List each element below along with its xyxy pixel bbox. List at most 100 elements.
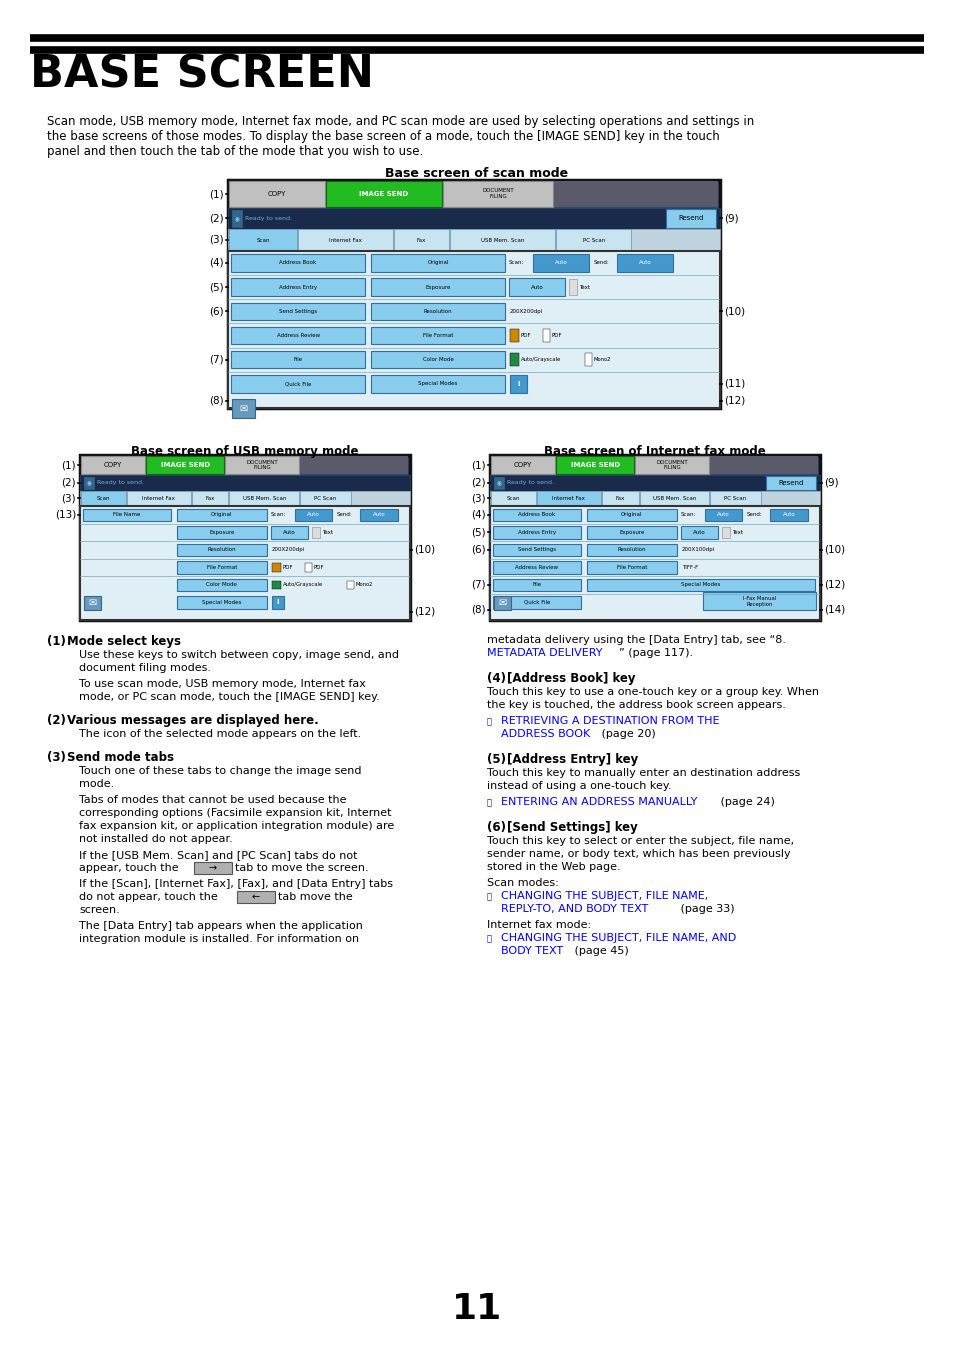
Text: Scan modes:: Scan modes: — [486, 878, 558, 888]
Bar — [236, 892, 274, 902]
Text: Internet Fax: Internet Fax — [329, 238, 361, 242]
Bar — [584, 353, 591, 366]
Text: Scan: Scan — [506, 496, 519, 501]
Text: (2): (2) — [209, 213, 224, 223]
Text: sender name, or body text, which has been previously: sender name, or body text, which has bee… — [486, 848, 790, 859]
Text: (4): (4) — [471, 509, 485, 520]
Bar — [635, 457, 708, 474]
Bar — [533, 254, 589, 272]
Text: (6): (6) — [486, 821, 505, 834]
Text: tab to move the screen.: tab to move the screen. — [234, 863, 368, 873]
Bar — [586, 561, 676, 574]
Text: (11): (11) — [723, 378, 744, 389]
Text: (3): (3) — [209, 235, 224, 245]
Text: Exposure: Exposure — [618, 530, 644, 535]
Text: (4): (4) — [486, 671, 505, 685]
Bar — [297, 230, 393, 251]
Bar — [617, 254, 673, 272]
Text: (8): (8) — [471, 605, 485, 615]
Bar — [177, 596, 267, 609]
Bar — [491, 490, 536, 507]
Bar — [313, 527, 320, 538]
Text: (12): (12) — [414, 607, 435, 617]
Bar — [493, 596, 580, 609]
Text: Fax: Fax — [205, 496, 214, 501]
Bar — [81, 490, 126, 507]
Bar — [770, 509, 807, 521]
Text: (page 24): (page 24) — [717, 797, 774, 807]
Text: PDF: PDF — [552, 332, 562, 338]
Bar — [442, 181, 553, 207]
Text: DOCUMENT
FILING: DOCUMENT FILING — [481, 188, 513, 199]
Text: (6): (6) — [471, 544, 485, 555]
Text: Send mode tabs: Send mode tabs — [67, 751, 173, 765]
Bar — [509, 328, 518, 342]
Text: mode.: mode. — [79, 780, 114, 789]
Bar — [371, 254, 504, 272]
Text: Touch this key to manually enter an destination address: Touch this key to manually enter an dest… — [486, 767, 800, 778]
Text: 📖: 📖 — [486, 893, 492, 901]
Text: Resolution: Resolution — [208, 547, 236, 553]
Text: Color Mode: Color Mode — [422, 357, 453, 362]
Text: 200X200dpi: 200X200dpi — [272, 547, 305, 553]
Text: (6): (6) — [209, 307, 224, 316]
Text: not installed do not appear.: not installed do not appear. — [79, 834, 233, 844]
Text: (2): (2) — [471, 478, 485, 488]
Text: COPY: COPY — [104, 462, 122, 467]
Text: 200X200dpi: 200X200dpi — [509, 309, 542, 313]
Text: appear, touch the: appear, touch the — [79, 863, 178, 873]
Text: Scan: Scan — [256, 238, 270, 242]
Bar — [601, 490, 638, 507]
Text: The [Data Entry] tab appears when the application: The [Data Entry] tab appears when the ap… — [79, 921, 362, 931]
Text: Quick File: Quick File — [523, 600, 550, 605]
Bar — [146, 457, 224, 474]
Text: document filing modes.: document filing modes. — [79, 663, 211, 673]
Text: Base screen of Internet fax mode: Base screen of Internet fax mode — [543, 444, 765, 458]
Bar — [84, 596, 100, 611]
Bar — [493, 509, 580, 521]
Text: Resolution: Resolution — [617, 547, 645, 553]
Bar — [765, 476, 815, 489]
Text: Auto: Auto — [639, 261, 651, 265]
Bar — [300, 490, 351, 507]
Bar — [83, 509, 171, 521]
Text: 📖: 📖 — [486, 798, 492, 808]
Bar — [272, 581, 280, 589]
Text: File Name: File Name — [113, 512, 140, 517]
Text: Send:: Send: — [745, 512, 761, 517]
Text: To use scan mode, USB memory mode, Internet fax: To use scan mode, USB memory mode, Inter… — [79, 680, 366, 689]
Text: (5): (5) — [471, 527, 485, 538]
Bar — [494, 596, 510, 611]
Bar — [326, 181, 441, 207]
Text: Text: Text — [578, 285, 590, 289]
Text: DOCUMENT
FILING: DOCUMENT FILING — [246, 459, 277, 470]
Text: stored in the Web page.: stored in the Web page. — [486, 862, 620, 871]
Bar — [228, 251, 720, 408]
Text: Mono2: Mono2 — [355, 582, 373, 588]
Bar — [294, 509, 332, 521]
Text: ◉: ◉ — [234, 216, 239, 222]
Text: USB Mem. Scan: USB Mem. Scan — [480, 238, 524, 242]
Text: Send Settings: Send Settings — [279, 309, 316, 313]
Bar — [271, 526, 308, 539]
Bar — [494, 477, 503, 489]
Text: Touch this key to use a one-touch key or a group key. When: Touch this key to use a one-touch key or… — [486, 688, 818, 697]
Bar — [177, 543, 267, 557]
Text: Scan: Scan — [97, 496, 111, 501]
Text: File Format: File Format — [616, 565, 646, 570]
Text: i: i — [276, 600, 279, 605]
Text: tab move the: tab move the — [277, 892, 353, 902]
Bar — [371, 327, 504, 345]
Text: PDF: PDF — [520, 332, 531, 338]
Text: BODY TEXT: BODY TEXT — [500, 946, 562, 957]
Text: ✉: ✉ — [89, 598, 96, 608]
Text: Send Settings: Send Settings — [517, 547, 556, 553]
Text: PC Scan: PC Scan — [314, 496, 336, 501]
Text: (3): (3) — [47, 751, 66, 765]
Text: ENTERING AN ADDRESS MANUALLY: ENTERING AN ADDRESS MANUALLY — [500, 797, 697, 807]
Text: Auto: Auto — [782, 512, 795, 517]
Bar — [371, 351, 504, 369]
Bar — [177, 578, 267, 592]
Text: →: → — [209, 863, 217, 873]
Text: screen.: screen. — [79, 905, 120, 915]
